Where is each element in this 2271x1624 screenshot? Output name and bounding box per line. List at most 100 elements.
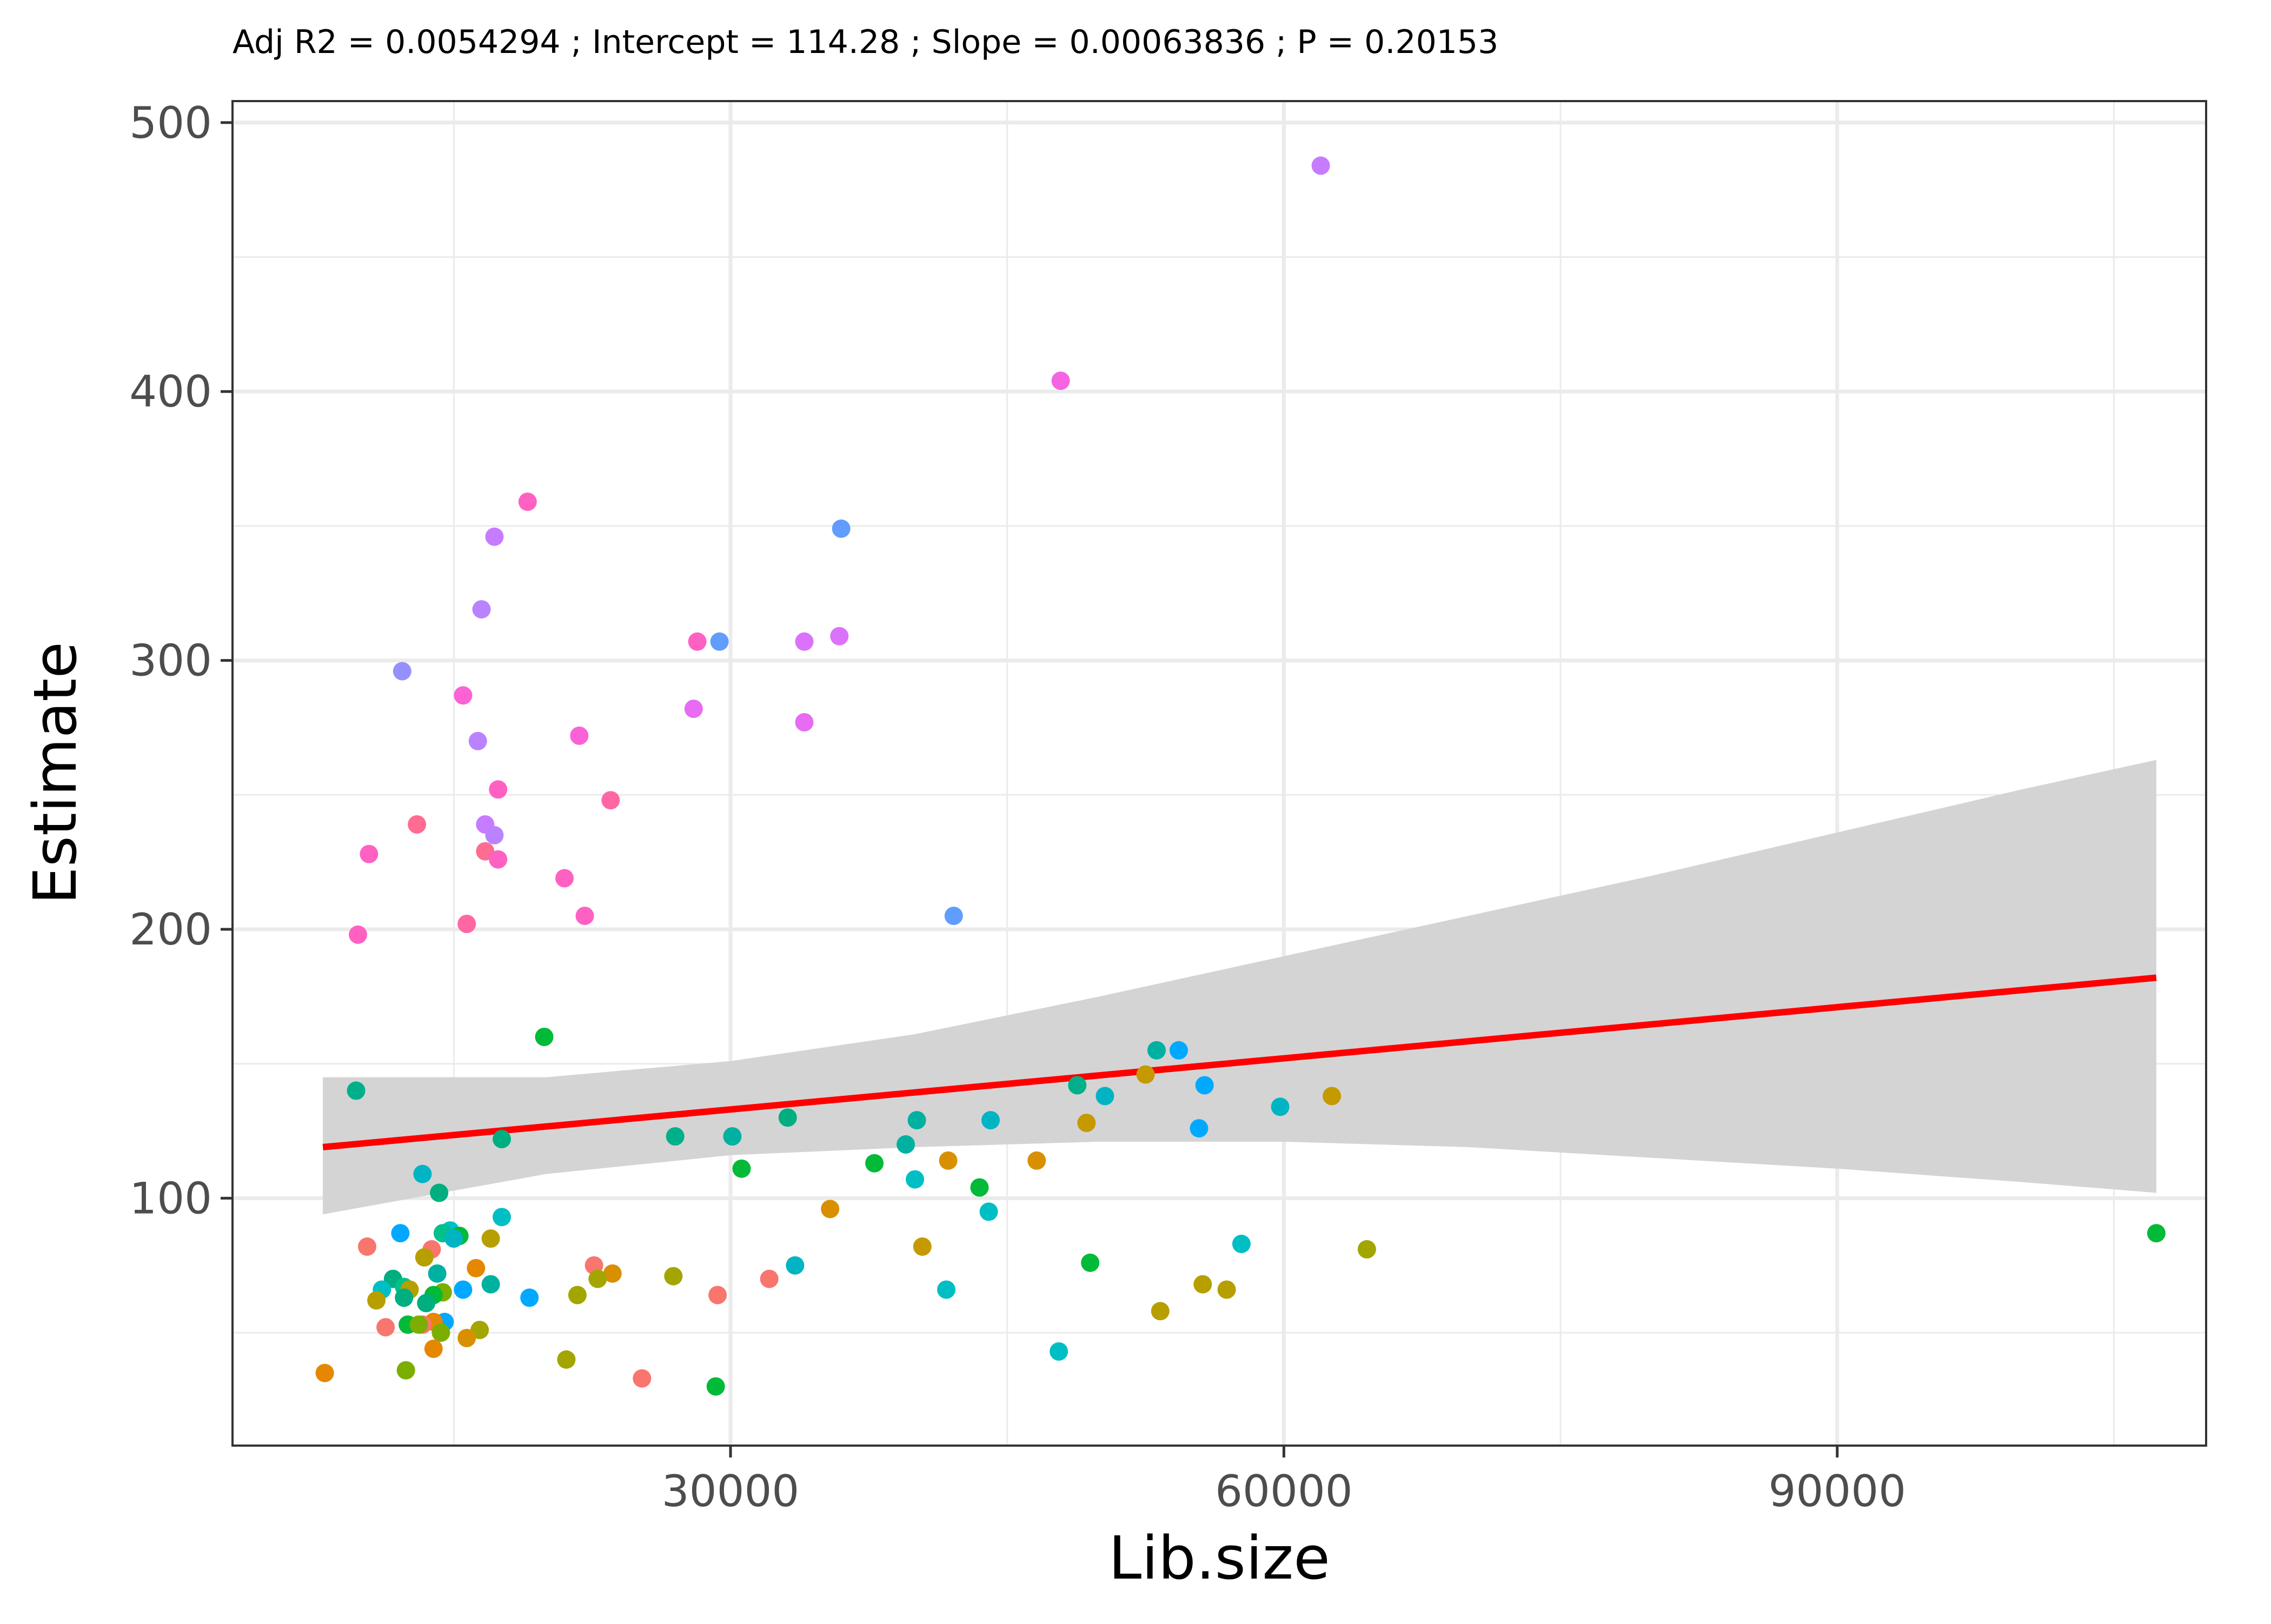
points-layer xyxy=(315,156,2166,1396)
data-point xyxy=(778,1108,797,1127)
data-point xyxy=(415,1248,434,1267)
data-point xyxy=(557,1350,576,1369)
data-point xyxy=(937,1280,956,1299)
data-point xyxy=(376,1318,395,1337)
data-point xyxy=(666,1127,685,1146)
data-point xyxy=(979,1202,998,1221)
data-point xyxy=(786,1256,805,1275)
data-point xyxy=(944,907,963,926)
data-point xyxy=(413,1164,432,1183)
data-point xyxy=(481,1229,500,1248)
data-point xyxy=(472,600,491,619)
y-tick-label: 100 xyxy=(129,1173,212,1223)
data-point xyxy=(710,632,729,651)
data-point xyxy=(454,1280,473,1299)
plot-panel-border xyxy=(231,100,2207,1447)
data-point xyxy=(570,726,589,745)
data-point xyxy=(708,1286,727,1304)
data-point xyxy=(1095,1087,1114,1106)
data-point xyxy=(424,1339,443,1358)
data-point xyxy=(444,1229,463,1248)
data-point xyxy=(393,662,411,681)
data-point xyxy=(832,519,851,538)
data-point xyxy=(1077,1114,1096,1133)
data-point xyxy=(588,1269,607,1288)
confidence-band-layer xyxy=(323,760,2156,1215)
y-tick-label: 500 xyxy=(129,98,212,148)
data-point xyxy=(760,1269,779,1288)
data-point xyxy=(1190,1119,1208,1138)
data-point xyxy=(897,1135,915,1154)
data-point xyxy=(408,815,427,834)
data-point xyxy=(1170,1041,1188,1060)
data-point xyxy=(1151,1302,1170,1321)
data-point xyxy=(601,791,620,810)
data-point xyxy=(706,1377,725,1396)
data-point xyxy=(535,1028,554,1046)
data-point xyxy=(633,1369,652,1388)
data-point xyxy=(457,1329,476,1347)
data-point xyxy=(603,1264,622,1283)
data-point xyxy=(485,826,504,844)
data-point xyxy=(1311,156,1330,175)
data-point xyxy=(1195,1076,1214,1095)
data-point xyxy=(395,1288,414,1307)
data-point xyxy=(906,1170,925,1189)
data-point xyxy=(684,700,703,718)
data-point xyxy=(349,925,367,944)
data-point xyxy=(520,1288,539,1307)
data-point xyxy=(1081,1253,1100,1272)
x-tick-label: 60000 xyxy=(1215,1466,1353,1516)
data-point xyxy=(1136,1065,1155,1084)
data-point xyxy=(555,869,574,888)
data-point xyxy=(468,731,487,750)
data-point xyxy=(1027,1151,1046,1170)
data-point xyxy=(1068,1076,1087,1095)
data-point xyxy=(830,627,849,645)
data-point xyxy=(391,1224,410,1243)
y-tick-label: 200 xyxy=(129,904,212,955)
regression-line xyxy=(322,974,2157,1150)
data-point xyxy=(913,1237,932,1256)
data-point xyxy=(723,1127,742,1146)
fit-line-layer xyxy=(322,974,2157,1150)
data-point xyxy=(518,492,537,511)
data-point xyxy=(907,1111,926,1130)
data-point xyxy=(939,1151,958,1170)
data-point xyxy=(409,1315,428,1334)
data-point xyxy=(485,527,504,546)
data-point xyxy=(795,632,814,651)
y-tick-label: 400 xyxy=(129,367,212,417)
data-point xyxy=(1271,1097,1290,1116)
data-point xyxy=(575,907,594,926)
data-point xyxy=(1193,1275,1212,1294)
data-point xyxy=(430,1183,449,1202)
data-point xyxy=(493,1130,511,1148)
chart-title: Adj R2 = 0.0054294 ; Intercept = 114.28 … xyxy=(233,23,1498,61)
data-point xyxy=(315,1363,334,1382)
data-point xyxy=(481,1275,500,1294)
data-point xyxy=(1050,1342,1068,1361)
data-point xyxy=(664,1267,683,1286)
data-point xyxy=(358,1237,376,1256)
data-point xyxy=(1357,1240,1376,1259)
data-point xyxy=(367,1291,386,1310)
data-point xyxy=(795,713,814,731)
data-point xyxy=(1217,1280,1236,1299)
data-point xyxy=(489,780,508,799)
data-point xyxy=(688,632,707,651)
x-tick-label: 30000 xyxy=(662,1466,800,1516)
data-point xyxy=(467,1259,486,1277)
data-point xyxy=(821,1200,840,1219)
data-point xyxy=(489,850,508,869)
x-axis-label: Lib.size xyxy=(1108,1523,1330,1593)
data-point xyxy=(1147,1041,1166,1060)
data-point xyxy=(970,1178,989,1197)
data-point xyxy=(981,1111,1000,1130)
x-tick-label: 90000 xyxy=(1769,1466,1907,1516)
plot-background xyxy=(233,101,2206,1446)
y-axis-label: Estimate xyxy=(21,642,90,904)
data-point xyxy=(732,1159,751,1178)
